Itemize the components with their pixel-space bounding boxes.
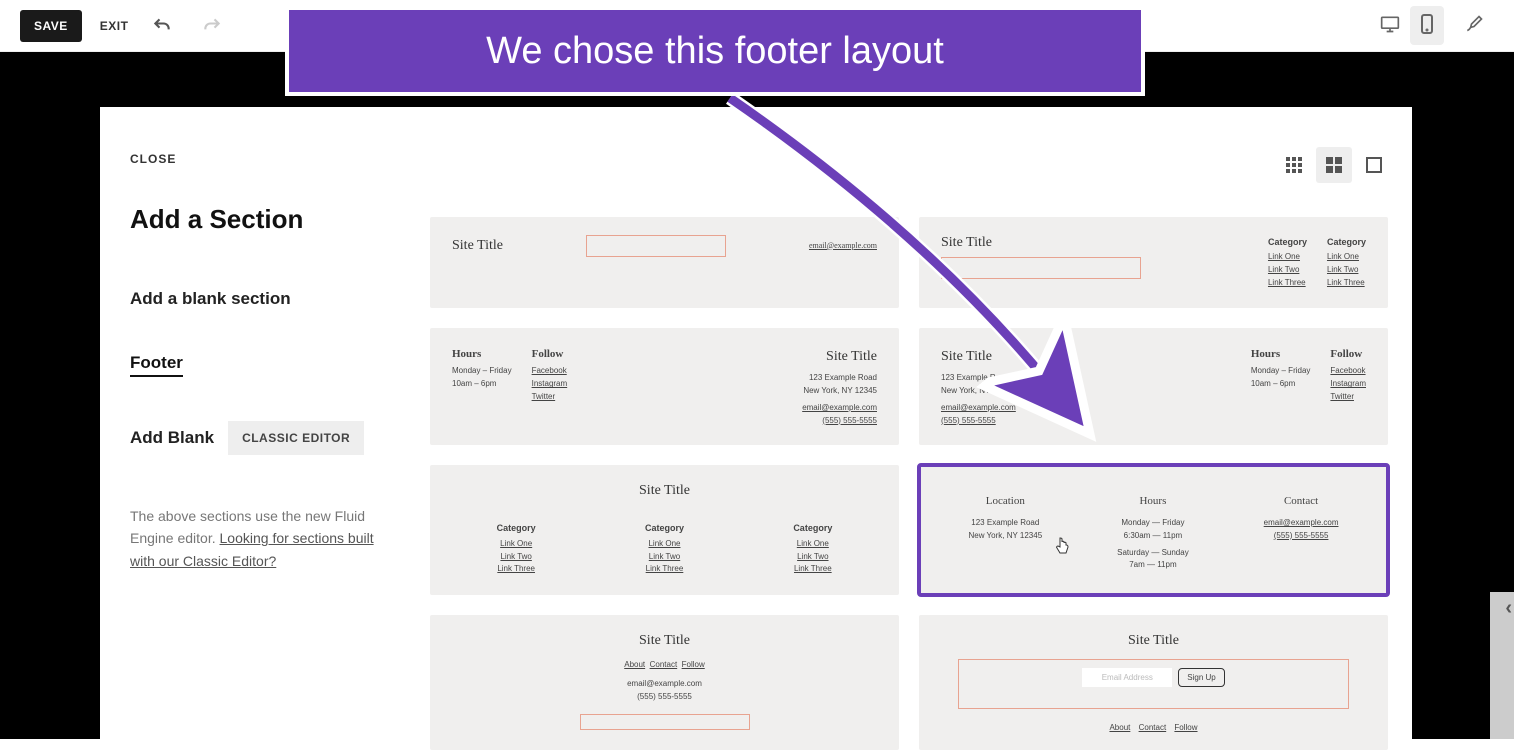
- footer-layout-card[interactable]: Site Title email@example.com: [430, 217, 899, 308]
- chevron-left-icon: ‹: [1505, 597, 1512, 620]
- redo-icon: [202, 16, 222, 36]
- footer-layout-card[interactable]: Site Title Category Link One Link Two Li…: [430, 465, 899, 595]
- undo-button[interactable]: [146, 10, 178, 42]
- preview-link-column: Category Link One Link Two Link Three: [1327, 235, 1366, 290]
- grid-medium-icon: [1326, 157, 1342, 173]
- preview-signup-box: Email Address Sign Up: [958, 659, 1349, 709]
- undo-icon: [152, 16, 172, 36]
- footer-layout-card[interactable]: Site Title Category Link One Link Two Li…: [919, 217, 1388, 308]
- preview-follow-column: Follow Facebook Instagram Twitter: [532, 346, 568, 404]
- preview-site-title: Site Title: [639, 483, 690, 499]
- preview-placeholder-box: [586, 235, 726, 257]
- editor-stage: CLOSE Add a Section Add a blank section …: [0, 52, 1514, 739]
- annotation-callout: We chose this footer layout: [285, 6, 1145, 96]
- preview-nav-links: About Contact Follow: [624, 659, 705, 672]
- mobile-icon: [1420, 14, 1434, 34]
- preview-email: email@example.com: [627, 678, 702, 691]
- footer-layout-card-selected[interactable]: Location 123 Example Road New York, NY 1…: [919, 465, 1388, 595]
- preview-follow-column: Follow Facebook Instagram Twitter: [1330, 346, 1366, 404]
- footer-layout-card[interactable]: Hours Monday – Friday 10am – 6pm Follow …: [430, 328, 899, 446]
- close-button[interactable]: CLOSE: [130, 152, 400, 166]
- preview-site-title: Site Title: [639, 633, 690, 649]
- preview-site-title: Site Title: [941, 235, 1248, 251]
- preview-placeholder-box: [580, 714, 750, 730]
- redo-button[interactable]: [196, 10, 228, 42]
- add-blank-label: Add Blank: [130, 428, 214, 448]
- preview-email-input: Email Address: [1082, 668, 1172, 687]
- footer-layout-card[interactable]: Site Title About Contact Follow email@ex…: [430, 615, 899, 750]
- layout-grid: Site Title email@example.com Site Title …: [430, 107, 1412, 739]
- footer-layout-card[interactable]: Site Title Email Address Sign Up About C…: [919, 615, 1388, 750]
- fluid-engine-note: The above sections use the new Fluid Eng…: [130, 505, 400, 572]
- grid-density-controls: [1276, 147, 1392, 183]
- toolbar-right: [1370, 6, 1494, 45]
- grid-large-icon: [1366, 157, 1382, 173]
- desktop-view-button[interactable]: [1370, 7, 1410, 44]
- add-blank-section-link[interactable]: Add a blank section: [130, 289, 400, 309]
- preview-hours-column: Hours Monday – Friday 10am – 6pm: [1251, 346, 1311, 391]
- preview-link-column: Category Link One Link Two Link Three: [497, 521, 536, 576]
- grid-large-button[interactable]: [1356, 147, 1392, 183]
- preview-signup-button: Sign Up: [1178, 668, 1224, 687]
- footer-category-link[interactable]: Footer: [130, 353, 183, 377]
- preview-site-title: Site Title: [1128, 633, 1179, 649]
- section-picker-panel: CLOSE Add a Section Add a blank section …: [100, 107, 1412, 739]
- brush-icon: [1464, 14, 1484, 34]
- save-button[interactable]: SAVE: [20, 10, 82, 42]
- preview-nav-links: About Contact Follow: [1106, 723, 1200, 732]
- footer-layout-card[interactable]: Site Title 123 Example Road New York, NY…: [919, 328, 1388, 446]
- preview-hours-column: Hours Monday — Friday 6:30am — 11pm Satu…: [1117, 493, 1189, 572]
- preview-location-column: Location 123 Example Road New York, NY 1…: [968, 493, 1042, 542]
- brush-button[interactable]: [1454, 6, 1494, 45]
- mobile-view-button[interactable]: [1410, 6, 1444, 45]
- preview-site-title: Site Title: [452, 238, 503, 254]
- preview-link-column: Category Link One Link Two Link Three: [1268, 235, 1307, 290]
- preview-email: email@example.com: [809, 240, 877, 253]
- preview-contact-column: Contact email@example.com (555) 555-5555: [1264, 493, 1339, 542]
- preview-address-column: Site Title 123 Example Road New York, NY…: [941, 346, 1016, 428]
- preview-link-column: Category Link One Link Two Link Three: [793, 521, 832, 576]
- grid-medium-button[interactable]: [1316, 147, 1352, 183]
- panel-title: Add a Section: [130, 204, 400, 235]
- pointer-cursor-icon: [1054, 537, 1070, 558]
- preview-address-column: Site Title 123 Example Road New York, NY…: [802, 346, 877, 428]
- desktop-icon: [1380, 15, 1400, 33]
- sidebar: CLOSE Add a Section Add a blank section …: [100, 107, 430, 739]
- annotation-text: We chose this footer layout: [486, 30, 944, 73]
- exit-button[interactable]: EXIT: [100, 19, 129, 33]
- preview-hours-column: Hours Monday – Friday 10am – 6pm: [452, 346, 512, 391]
- grid-small-button[interactable]: [1276, 147, 1312, 183]
- classic-editor-button[interactable]: CLASSIC EDITOR: [228, 421, 364, 455]
- preview-link-column: Category Link One Link Two Link Three: [645, 521, 684, 576]
- preview-placeholder-box: [941, 257, 1141, 279]
- grid-small-icon: [1286, 157, 1302, 173]
- preview-phone: (555) 555-5555: [637, 691, 692, 704]
